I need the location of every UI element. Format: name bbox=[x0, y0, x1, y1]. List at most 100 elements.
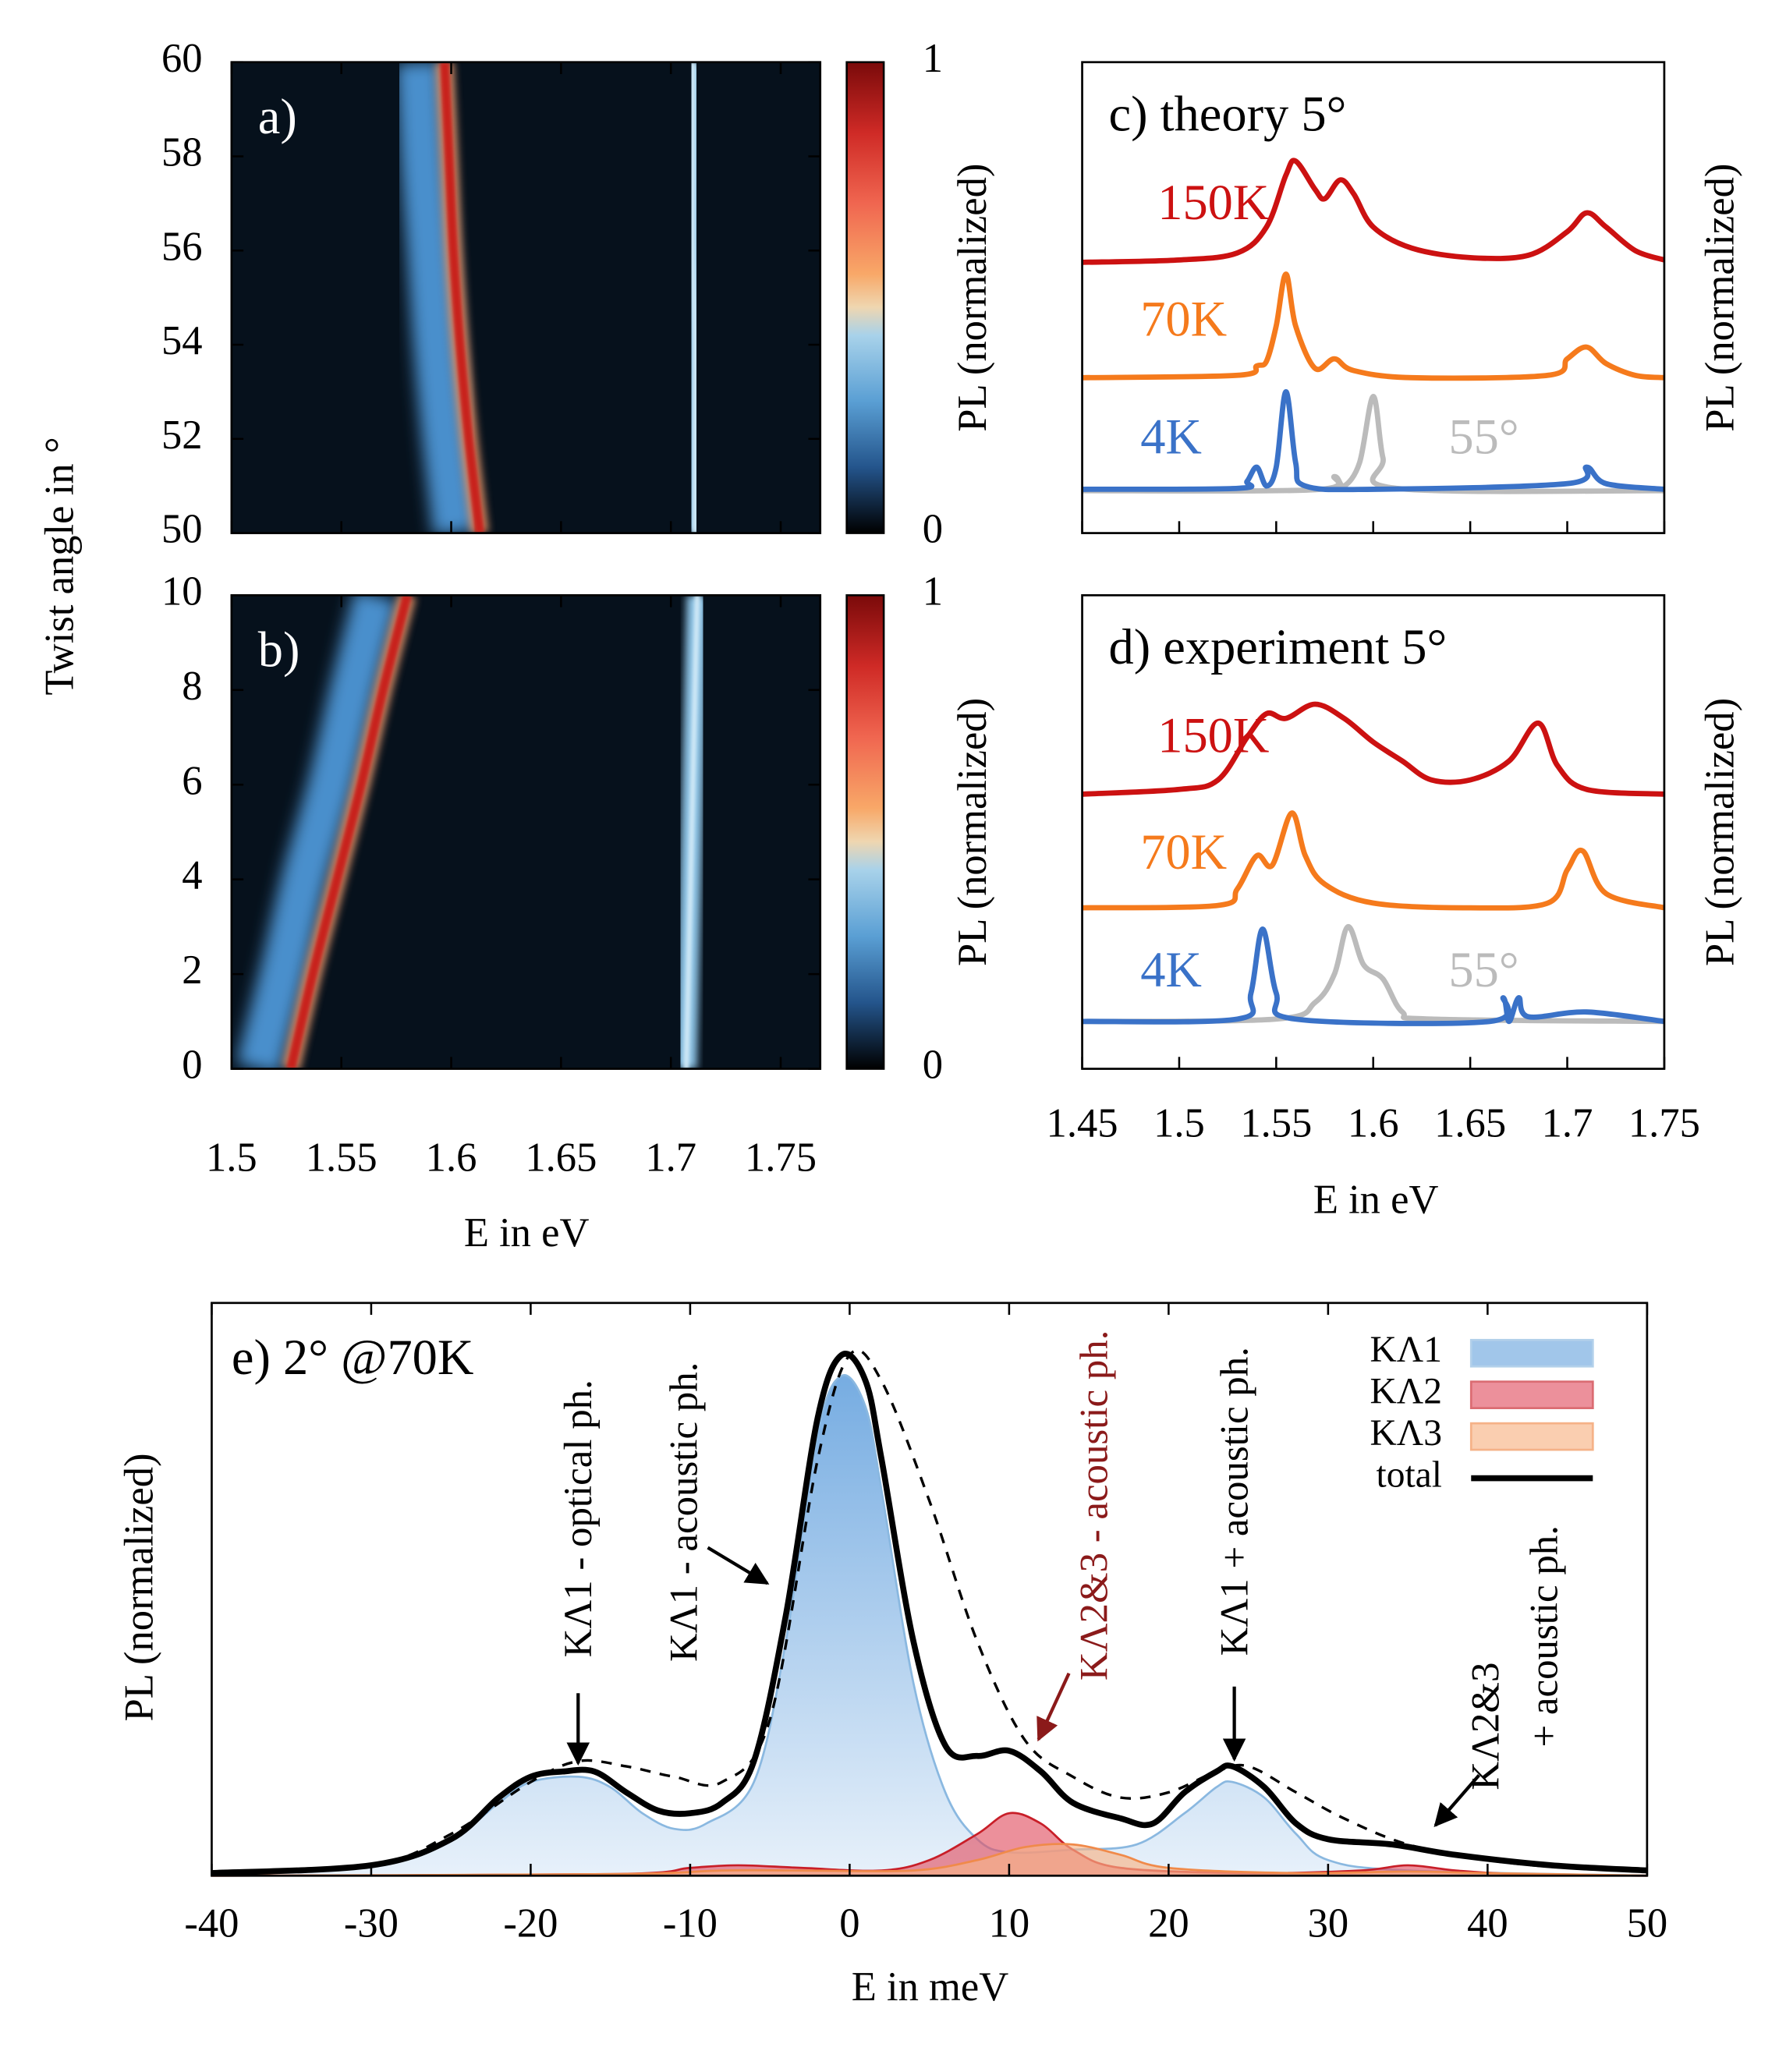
y-tick-label: 52 bbox=[161, 413, 203, 458]
x-tick-label: 1.6 bbox=[426, 1135, 477, 1180]
band bbox=[286, 595, 412, 1069]
arrow bbox=[1037, 1672, 1071, 1742]
x-tick-label: -20 bbox=[503, 1900, 558, 1946]
y-axis-label: PL (normalized) bbox=[1697, 164, 1742, 432]
plot-frame bbox=[211, 1302, 1649, 1877]
panel-label: a) bbox=[258, 89, 297, 144]
panel-title: e) 2° @70K bbox=[232, 1330, 474, 1385]
plot-frame bbox=[230, 61, 822, 534]
legend-label: KΛ1 bbox=[1370, 1330, 1441, 1370]
x-tick-label: 1.6 bbox=[1348, 1100, 1399, 1146]
x-tick-label: -40 bbox=[184, 1900, 239, 1946]
spectrum bbox=[1082, 271, 1665, 381]
series-label: 55° bbox=[1448, 409, 1518, 464]
spectrum bbox=[1082, 701, 1665, 797]
colorbar-label: PL (normalized) bbox=[950, 164, 995, 432]
colorbar-label: PL (normalized) bbox=[950, 698, 995, 966]
series-label: 150K bbox=[1157, 708, 1269, 763]
x-tick-label: 1.7 bbox=[645, 1135, 696, 1180]
spectrum bbox=[1082, 158, 1665, 265]
bands bbox=[395, 62, 706, 533]
x-tick-label: 20 bbox=[1148, 1900, 1189, 1946]
annotation: KΛ1 - acoustic ph. bbox=[663, 1362, 707, 1662]
colorbar-tick-label: 1 bbox=[923, 36, 943, 81]
colorbar bbox=[845, 594, 885, 1070]
y-tick-label: 6 bbox=[182, 758, 202, 803]
x-tick-label: -10 bbox=[663, 1900, 718, 1946]
x-tick-label: 1.5 bbox=[1153, 1100, 1205, 1146]
annotation: KΛ1 + acoustic ph. bbox=[1213, 1347, 1256, 1656]
y-tick-label: 2 bbox=[182, 947, 202, 993]
y-tick-label: 60 bbox=[161, 36, 203, 81]
area-fill bbox=[211, 1812, 1647, 1876]
panel-title: c) theory 5° bbox=[1108, 86, 1346, 141]
x-tick-label: 40 bbox=[1467, 1900, 1508, 1946]
annotation: KΛ2&3 bbox=[1465, 1663, 1508, 1790]
x-tick-label: 1.65 bbox=[525, 1135, 597, 1180]
legend-label: total bbox=[1377, 1454, 1442, 1495]
series-label: 150K bbox=[1157, 175, 1269, 230]
annotation: KΛ1 - optical ph. bbox=[557, 1380, 601, 1657]
y-tick-label: 4 bbox=[182, 853, 202, 898]
spectrum bbox=[1082, 389, 1665, 493]
x-tick-label: -30 bbox=[344, 1900, 399, 1946]
colorbar-tick-label: 0 bbox=[923, 507, 943, 552]
x-tick-label: 1.55 bbox=[1240, 1100, 1312, 1146]
y-tick-label: 0 bbox=[182, 1043, 202, 1088]
legend-swatch bbox=[1469, 1422, 1594, 1451]
band bbox=[236, 595, 399, 1069]
y-tick-label: 58 bbox=[161, 130, 203, 175]
bands bbox=[236, 595, 708, 1069]
area-line bbox=[211, 1843, 1647, 1877]
series-label: 4K bbox=[1140, 409, 1202, 464]
x-tick-label: 1.75 bbox=[745, 1135, 817, 1180]
x-tick-label: 30 bbox=[1308, 1900, 1349, 1946]
x-axis-label: E in eV bbox=[1313, 1178, 1439, 1223]
x-tick-label: 0 bbox=[839, 1900, 859, 1946]
plot-frame bbox=[230, 593, 822, 1070]
annotation: + acoustic ph. bbox=[1522, 1525, 1566, 1747]
x-tick-label: 1.7 bbox=[1542, 1100, 1593, 1146]
x-tick-label: 1.55 bbox=[306, 1135, 377, 1180]
annotation: KΛ2&3 - acoustic ph. bbox=[1073, 1330, 1117, 1681]
x-tick-label: 1.45 bbox=[1047, 1100, 1118, 1146]
colorbar bbox=[845, 61, 885, 534]
total-line bbox=[211, 1351, 1648, 1876]
x-tick-label: 1.65 bbox=[1434, 1100, 1506, 1146]
series-label: 4K bbox=[1140, 942, 1202, 997]
spectrum bbox=[1082, 923, 1664, 1025]
arrow bbox=[707, 1546, 770, 1585]
area-line bbox=[211, 1812, 1647, 1877]
series-label: 55° bbox=[1448, 942, 1518, 997]
band bbox=[395, 62, 478, 533]
panel-label: b) bbox=[258, 622, 300, 677]
colorbar-tick-label: 0 bbox=[923, 1043, 943, 1088]
legend-swatch bbox=[1469, 1380, 1594, 1410]
legend-swatch bbox=[1469, 1338, 1594, 1368]
x-tick-label: 10 bbox=[989, 1900, 1030, 1946]
spectrum bbox=[1082, 926, 1665, 1026]
legend-label: KΛ3 bbox=[1370, 1413, 1441, 1454]
y-tick-label: 54 bbox=[161, 318, 203, 363]
series-label: 70K bbox=[1140, 291, 1227, 346]
x-axis-label: E in eV bbox=[464, 1210, 590, 1256]
arrows bbox=[566, 1546, 1481, 1828]
x-tick-label: 1.75 bbox=[1628, 1100, 1700, 1146]
legend-label: KΛ2 bbox=[1370, 1372, 1441, 1412]
arrow bbox=[1433, 1773, 1481, 1828]
y-axis-label: PL (normalized) bbox=[116, 1453, 161, 1721]
area-fill bbox=[211, 1375, 1647, 1876]
spectrum bbox=[1082, 810, 1665, 911]
band-core bbox=[689, 62, 698, 533]
x-tick-label: 1.5 bbox=[206, 1135, 257, 1180]
x-tick-label: 50 bbox=[1627, 1900, 1668, 1946]
area-line bbox=[211, 1374, 1647, 1877]
y-axis-label: Twist angle in ° bbox=[37, 437, 83, 695]
y-tick-label: 10 bbox=[161, 568, 203, 614]
y-tick-label: 56 bbox=[161, 224, 203, 269]
heatmap-bg bbox=[231, 62, 820, 533]
y-axis-label: PL (normalized) bbox=[1697, 698, 1742, 966]
x-axis-label: E in meV bbox=[852, 1964, 1009, 2010]
colorbar-tick-label: 1 bbox=[923, 568, 943, 614]
